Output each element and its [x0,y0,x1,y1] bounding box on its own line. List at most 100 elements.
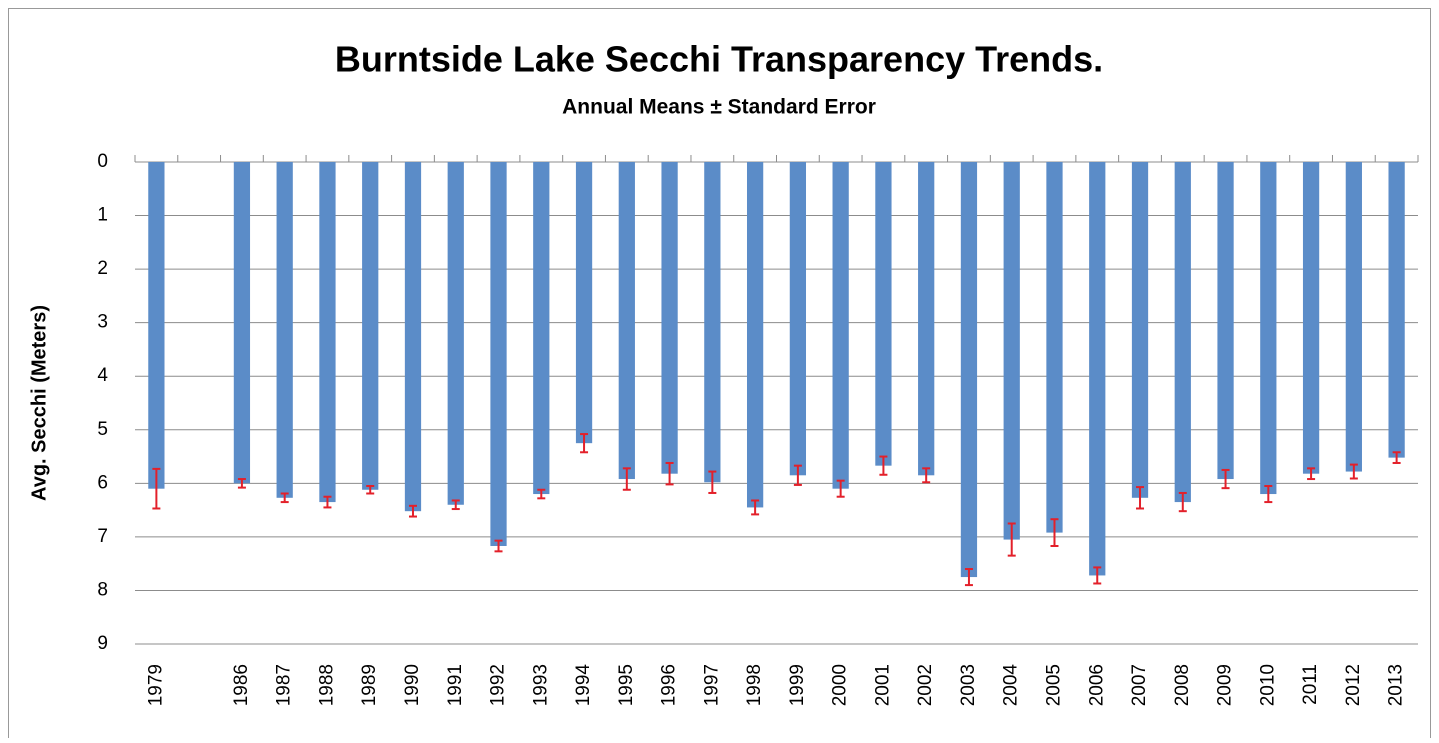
bar [875,162,892,466]
x-tick-label: 2006 [1086,664,1107,706]
error-bar [836,479,845,498]
error-bar [1178,491,1187,513]
y-tick-label: 8 [97,579,108,600]
bar [789,162,807,476]
x-tick-label: 1991 [445,664,466,706]
x-tick-label: 1986 [231,664,252,706]
error-bar [1221,468,1230,490]
bar [148,162,165,489]
bar [276,162,293,498]
chart-border [8,8,1431,743]
error-bar [665,461,674,486]
error-bar [1349,463,1358,480]
y-tick-label: 6 [97,472,108,493]
error-bar [494,539,503,553]
error-bar [408,504,417,518]
x-tick-label: 2001 [872,664,893,706]
chart-title: Burntside Lake Secchi Transparency Trend… [335,39,1103,80]
x-tick-label: 1990 [402,664,423,706]
y-axis-label: Avg. Secchi (Meters) [28,305,50,501]
error-bar [237,478,246,489]
y-tick-label: 4 [97,365,108,386]
bar [1388,162,1405,458]
x-tick-label: 2011 [1300,664,1321,705]
y-tick-label: 2 [97,258,108,279]
error-bar [323,495,332,509]
x-tick-label: 1998 [744,664,765,706]
error-bar [622,467,631,491]
bar [1131,162,1149,498]
bar [1003,162,1020,540]
bar [918,162,935,476]
error-bar [879,455,888,476]
bar [1174,162,1191,503]
bar [1302,162,1320,474]
bar [1260,162,1277,495]
bar [1089,162,1106,576]
x-tick-label: 2002 [915,664,936,706]
y-tick-label: 1 [97,205,108,226]
error-bar [280,492,289,504]
x-tick-label: 1994 [573,664,594,707]
x-tick-label: 1997 [701,664,722,706]
bar [533,162,550,495]
x-tick-label: 2009 [1215,664,1236,706]
bar [575,162,593,444]
error-bar [451,499,460,511]
error-bar [580,433,589,454]
x-tick-label: 2000 [830,664,851,706]
y-tick-label: 3 [97,312,108,333]
bar [490,162,507,546]
x-tick-label: 1992 [488,664,509,706]
bar [404,162,422,512]
error-bar [1136,486,1145,510]
x-tick-label: 2005 [1043,664,1064,706]
x-tick-label: 1999 [787,664,808,706]
bar [319,162,336,503]
x-tick-label: 2004 [1001,664,1022,707]
error-bar [152,467,161,510]
bar [362,162,379,490]
x-tick-label: 1987 [274,664,295,706]
error-bar [366,485,375,495]
error-bar [1007,522,1016,557]
chart-subtitle: Annual Means ± Standard Error [562,96,876,119]
bar [618,162,635,480]
y-tick-label: 9 [97,633,108,654]
bar [960,162,978,578]
x-tick-label: 1996 [659,664,680,706]
error-bar [1392,451,1401,464]
error-bar [922,467,931,484]
error-bar [1264,485,1273,504]
error-bar [708,470,717,494]
bar [661,162,678,474]
error-bar [1093,566,1102,585]
bar [1046,162,1063,533]
x-tick-label: 1989 [359,664,380,706]
bar [1345,162,1362,472]
error-bar [793,464,802,486]
y-tick-label: 5 [97,419,108,440]
bar [832,162,849,489]
bar [746,162,764,508]
x-tick-label: 2013 [1386,664,1407,706]
error-bar [1050,518,1059,547]
bar [704,162,721,483]
error-bar [537,488,546,500]
y-tick-label: 0 [97,151,108,172]
error-bar [1307,467,1316,481]
x-tick-label: 1993 [530,664,551,706]
bar [447,162,464,505]
x-tick-label: 2007 [1129,664,1150,706]
error-bar [751,499,760,516]
x-tick-label: 1995 [616,664,637,706]
y-tick-label: 7 [97,526,108,547]
x-tick-label: 2010 [1257,664,1278,706]
x-tick-label: 2008 [1172,664,1193,706]
bar [1217,162,1234,480]
x-tick-label: 1979 [145,664,166,706]
error-bar [964,568,973,587]
bar [233,162,251,484]
x-tick-label: 1988 [316,664,337,706]
